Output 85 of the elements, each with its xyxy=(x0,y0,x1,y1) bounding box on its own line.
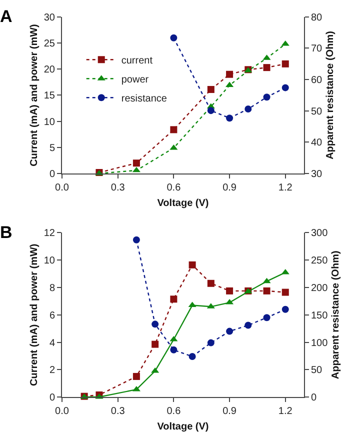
y2-tick-label: 60 xyxy=(311,75,323,86)
point xyxy=(132,236,140,244)
y2-tick-label: 80 xyxy=(311,12,323,24)
point xyxy=(226,328,234,335)
y2-tick-label: 250 xyxy=(311,256,328,267)
point xyxy=(282,84,289,92)
x-tick-label: 0.0 xyxy=(55,406,70,417)
point xyxy=(263,287,270,294)
y-tick-label: 30 xyxy=(44,12,56,24)
legend-label: resistance xyxy=(121,94,168,104)
y2-tick-label: 30 xyxy=(311,169,323,180)
point xyxy=(170,296,178,303)
x-tick-label: 0.6 xyxy=(166,182,182,194)
point xyxy=(226,82,234,88)
y2-axis-title: Apparent resistance (Ohm) xyxy=(325,31,336,160)
legend-label: power xyxy=(121,74,150,86)
point xyxy=(132,160,140,167)
point xyxy=(281,268,290,274)
point xyxy=(282,306,289,313)
point xyxy=(226,70,234,78)
y-tick-label: 8 xyxy=(49,282,56,294)
point xyxy=(282,60,289,68)
y2-tick-label: 50 xyxy=(311,365,323,376)
point xyxy=(170,34,178,42)
x-tick-label: 0.3 xyxy=(110,182,126,194)
y-tick-label: 10 xyxy=(44,256,56,267)
point xyxy=(226,287,234,294)
y2-tick-label: 150 xyxy=(311,310,328,322)
point xyxy=(226,114,234,122)
point xyxy=(244,322,252,329)
point xyxy=(244,106,252,112)
y2-tick-label: 300 xyxy=(311,228,328,240)
y-tick-label: 0 xyxy=(49,392,56,404)
x-tick-label: 0.6 xyxy=(166,406,182,417)
x-tick-label: 0.0 xyxy=(55,182,70,194)
y-tick-label: 12 xyxy=(44,228,56,240)
point xyxy=(207,339,214,346)
y2-tick-label: 200 xyxy=(311,282,328,294)
x-tick-label: 1.2 xyxy=(278,182,293,194)
point xyxy=(188,352,196,360)
point xyxy=(170,126,178,134)
chart-title: B xyxy=(0,223,12,242)
point xyxy=(262,278,271,284)
point xyxy=(188,302,196,308)
point xyxy=(170,144,178,150)
point xyxy=(263,64,270,72)
y-tick-label: 25 xyxy=(44,38,56,50)
y-tick-label: 6 xyxy=(49,310,56,322)
point xyxy=(282,288,289,296)
y2-tick-label: 70 xyxy=(311,44,323,55)
y2-tick-label: 0 xyxy=(311,392,317,404)
x-tick-label: 1.2 xyxy=(278,406,293,417)
point xyxy=(132,386,140,392)
point xyxy=(132,166,140,172)
y-axis-title: Current (mA) and power (mW) xyxy=(28,24,40,166)
y-tick-label: 5 xyxy=(49,142,56,154)
y2-tick-label: 100 xyxy=(311,338,328,349)
y2-axis-title: Apparent resistance (Ohm) xyxy=(330,250,342,380)
y-tick-label: 2 xyxy=(49,365,56,376)
y2-tick-label: 50 xyxy=(311,106,323,118)
y-axis-title: Current (mA) and power (mW) xyxy=(28,244,40,386)
y-tick-label: 10 xyxy=(44,116,56,128)
y-tick-label: 20 xyxy=(44,64,56,76)
point xyxy=(207,280,214,287)
point xyxy=(263,314,270,322)
x-tick-label: 0.3 xyxy=(110,406,126,417)
point xyxy=(188,261,196,268)
y-tick-label: 4 xyxy=(49,338,56,349)
x-tick-label: 0.9 xyxy=(222,182,237,194)
point xyxy=(207,86,214,93)
point xyxy=(263,94,270,101)
x-tick-label: 0.9 xyxy=(222,406,237,417)
x-axis-title: Voltage (V) xyxy=(157,422,209,432)
x-axis-title: Voltage (V) xyxy=(157,198,209,210)
y-tick-label: 0 xyxy=(49,169,56,180)
point xyxy=(151,367,160,373)
y-tick-label: 15 xyxy=(44,90,56,102)
legend-label: current xyxy=(121,56,153,66)
chart-title: A xyxy=(0,7,12,26)
point xyxy=(152,340,159,348)
point xyxy=(152,320,159,328)
point xyxy=(170,346,178,354)
point xyxy=(132,372,140,380)
point xyxy=(207,107,214,114)
y2-tick-label: 40 xyxy=(311,138,323,149)
